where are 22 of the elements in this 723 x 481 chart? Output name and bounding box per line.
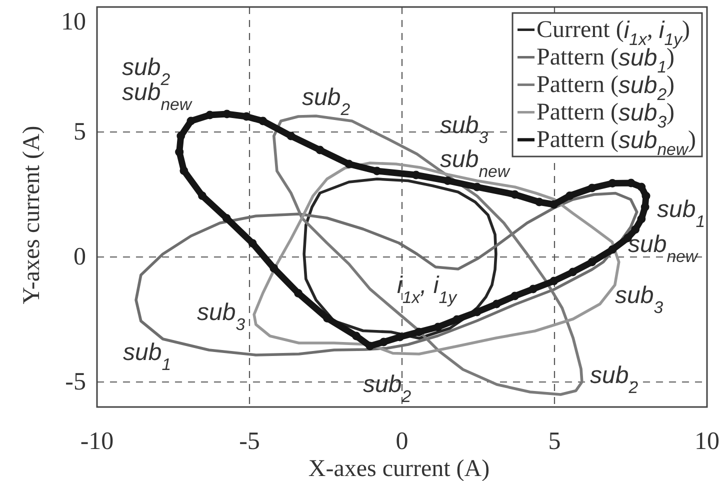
- annotation: sub$_{1}$: [657, 196, 706, 230]
- annotation: i$_{1x}$, i$_{1y}$: [397, 272, 458, 306]
- y-tick-label: -5: [65, 368, 86, 396]
- x-tick-label: 5: [548, 428, 561, 455]
- annotation: sub$_{new}$: [628, 231, 700, 266]
- x-axis-title: X-axes current (A): [308, 456, 490, 481]
- y-axis-title: Y-axes current (A): [19, 126, 45, 304]
- y-tick-label: 0: [74, 244, 86, 270]
- annotation: sub$_{2}$: [590, 362, 639, 396]
- annotation: sub$_{2}$: [302, 84, 351, 118]
- y-tick-label: 10: [61, 8, 86, 36]
- annotation: sub$_{new}$: [440, 146, 512, 180]
- annotation: sub$_{3}$: [615, 282, 664, 316]
- annotation: sub$_{2}$: [363, 371, 412, 406]
- annotation: sub$_{3}$: [440, 112, 489, 146]
- x-tick-label: -10: [80, 428, 114, 455]
- x-tick-label: 0: [396, 428, 408, 455]
- x-tick-label: 10: [694, 428, 720, 455]
- y-tick-label: 5: [74, 118, 86, 146]
- x-tick-label: -5: [239, 428, 260, 455]
- annotation: sub$_{1}$: [123, 339, 172, 374]
- annotation: sub$_{3}$: [197, 299, 246, 334]
